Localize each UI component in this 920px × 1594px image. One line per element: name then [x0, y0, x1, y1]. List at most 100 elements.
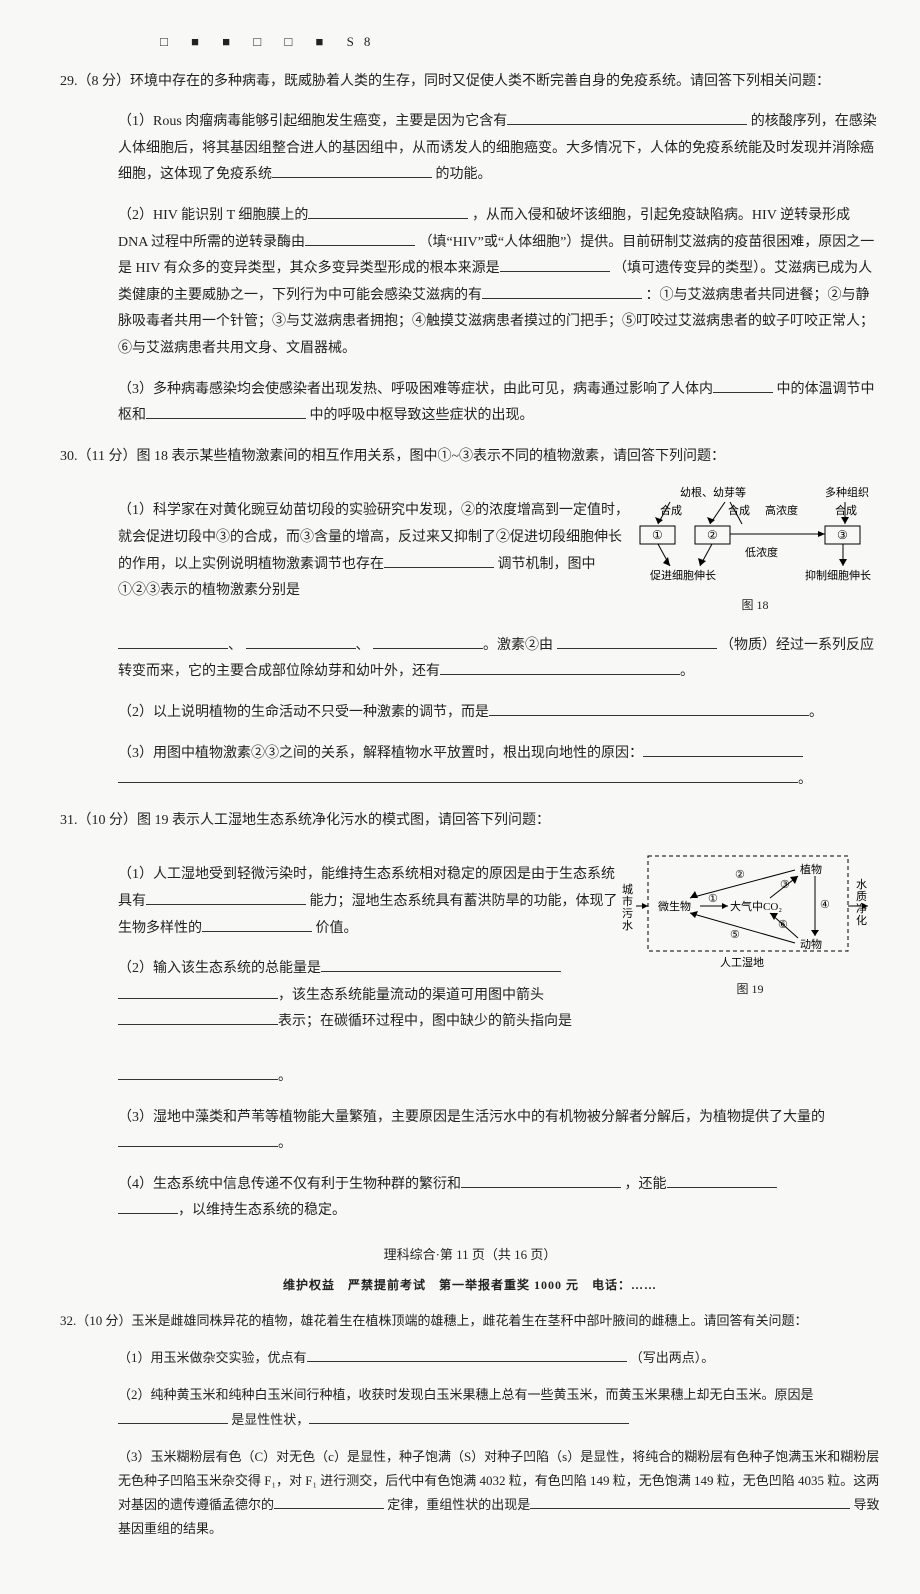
fig18-bl: 促进细胞伸长: [650, 568, 716, 582]
text: 。: [798, 772, 812, 787]
blank: [307, 1348, 627, 1362]
q32-1: （1）用玉米做杂交实验，优点有 （写出两点）。: [60, 1346, 880, 1370]
fig18-low: 低浓度: [745, 545, 778, 559]
text: 是显性性状，: [231, 1412, 309, 1427]
fig19-n5: ⑤: [730, 929, 740, 941]
blank: [321, 957, 561, 972]
q30-2: （2）以上说明植物的生命活动不只受一种激素的调节，而是 。: [60, 700, 880, 727]
blank: [118, 1132, 278, 1147]
q30-1b: 、 、 。激素②由 （物质）经过一系列反应转变而来，它的主要合成部位除幼芽和幼叶…: [60, 633, 880, 686]
fig19-n4: ④: [820, 899, 830, 911]
blank: [507, 110, 747, 125]
q29-1: （1）Rous 肉瘤病毒能够引起细胞发生癌变，主要是因为它含有 的核酸序列，在感…: [60, 109, 880, 189]
question-30: 30.（11 分）图 18 表示某些植物激素间的相互作用关系，图中①~③表示不同…: [60, 444, 880, 794]
fig18-topleft: 幼根、幼芽等: [680, 485, 746, 499]
fig19-n2: ②: [735, 869, 745, 881]
q32-3: （3）玉米糊粉层有色（C）对无色（c）是显性，种子饱满（S）对种子凹陷（s）是显…: [60, 1445, 880, 1541]
text: 表示；在碳循环过程中，图中缺少的箭头指向是: [278, 1014, 572, 1029]
text: 中的呼吸中枢导致这些症状的出现。: [310, 408, 534, 423]
text: （1）Rous 肉瘤病毒能够引起细胞发生癌变，主要是因为它含有: [118, 114, 507, 129]
text: （2）以上说明植物的生命活动不只受一种激素的调节，而是: [118, 705, 489, 720]
fig19-n3: ③: [780, 879, 790, 891]
blank: [146, 404, 306, 419]
blank: [305, 231, 415, 246]
blank: [274, 1495, 384, 1509]
text: 的功能。: [436, 167, 492, 182]
fig18-syn3: 合成: [835, 503, 857, 517]
blank: [643, 742, 803, 757]
q31-3: （3）湿地中藻类和芦苇等植物能大量繁殖，主要原因是生活污水中的有机物被分解者分解…: [60, 1105, 880, 1158]
text: （4）生态系统中信息传递不仅有利于生物种群的繁衍和: [118, 1177, 461, 1192]
fig19-co2: 大气中CO₂: [730, 899, 782, 913]
q32-head: 32.（10 分）玉米是雌雄同株异花的植物，雄花着生在植株顶端的雄穗上，雌花着生…: [60, 1309, 880, 1333]
text: （2）纯种黄玉米和纯种白玉米间行种植，收获时发现白玉米果穗上总有一些黄玉米，而黄…: [118, 1387, 814, 1402]
blank: [308, 204, 468, 219]
text: ，该生态系统能量流动的渠道可用图中箭头: [278, 988, 544, 1003]
text: 。: [809, 705, 823, 720]
q31-2: （2）输入该生态系统的总能量是 ，该生态系统能量流动的渠道可用图中箭头 表示；在…: [60, 956, 620, 1036]
blank: [440, 660, 680, 675]
q32-2: （2）纯种黄玉米和纯种白玉米间行种植，收获时发现白玉米果穗上总有一些黄玉米，而黄…: [60, 1383, 880, 1431]
blank: [118, 1199, 178, 1214]
blank: [146, 890, 306, 905]
blank: [384, 553, 494, 568]
blank: [118, 634, 228, 649]
question-32: 32.（10 分）玉米是雌雄同株异花的植物，雄花着生在植株顶端的雄穗上，雌花着生…: [60, 1309, 880, 1540]
text: 。: [680, 664, 694, 679]
fig19-micro: 微生物: [658, 899, 691, 913]
fig18-l2: ②: [707, 528, 718, 542]
q31-4: （4）生态系统中信息传递不仅有利于生物种群的繁衍和 ，还能 ，以维持生态系统的稳…: [60, 1172, 880, 1225]
fig19-caption: 图 19: [620, 978, 880, 1001]
blank: [272, 163, 432, 178]
text: 。: [278, 1069, 292, 1084]
figure-18: 幼根、幼芽等 多种组织 合成 合成 高浓度 合成 ① ② ③ 低浓度: [630, 484, 880, 617]
q29-2: （2）HIV 能识别 T 细胞膜上的 ，从而入侵和破坏该细胞，引起免疫缺陷病。H…: [60, 203, 880, 363]
fig18-high: 高浓度: [765, 503, 798, 517]
fig19-out: 水质净化: [856, 878, 867, 927]
q30-head: 30.（11 分）图 18 表示某些植物激素间的相互作用关系，图中①~③表示不同…: [60, 444, 880, 471]
copyright-note: 维护权益 严禁提前考试 第一举报者重奖 1000 元 电话：……: [60, 1274, 880, 1297]
question-31: 31.（10 分）图 19 表示人工湿地生态系统净化污水的模式图，请回答下列问题…: [60, 808, 880, 1225]
q31-head: 31.（10 分）图 19 表示人工湿地生态系统净化污水的模式图，请回答下列问题…: [60, 808, 880, 835]
blank: [713, 378, 773, 393]
text: （写出两点）。: [630, 1350, 715, 1365]
blank: [557, 634, 717, 649]
scan-markers: □ ■ ■ □ □ ■ S8: [60, 30, 880, 55]
fig18-topright: 多种组织: [825, 485, 869, 499]
text: ，还能: [625, 1177, 667, 1192]
text: 、: [228, 638, 242, 653]
fig19-plant: 植物: [800, 862, 822, 876]
text: （3）湿地中藻类和芦苇等植物能大量繁殖，主要原因是生活污水中的有机物被分解者分解…: [118, 1110, 825, 1125]
q30-1: （1）科学家在对黄化豌豆幼苗切段的实验研究中发现，②的浓度增高到一定值时，就会促…: [60, 498, 630, 604]
text: ，以维持生态系统的稳定。: [178, 1203, 346, 1218]
question-29: 29.（8 分）环境中存在的多种病毒，既威胁着人类的生存，同时又促使人类不断完善…: [60, 69, 880, 430]
text: （2）输入该生态系统的总能量是: [118, 961, 321, 976]
blank: [482, 284, 642, 299]
blank: [118, 1410, 228, 1424]
blank: [461, 1173, 621, 1188]
fig19-in: 城市污水: [622, 883, 633, 932]
blank: [118, 1065, 278, 1080]
text: 定律，重组性状的出现是: [387, 1497, 530, 1512]
blank: [202, 917, 312, 932]
blank: [373, 634, 483, 649]
blank: [118, 1010, 278, 1025]
fig18-l1: ①: [652, 528, 663, 542]
fig18-br: 抑制细胞伸长: [805, 568, 871, 582]
text: 。激素②由: [483, 638, 553, 653]
blank: [309, 1410, 629, 1424]
blank: [500, 257, 610, 272]
page-footer: 理科综合·第 11 页（共 16 页）: [60, 1243, 880, 1268]
figure-19: 城市污水 水质净化 微生物 大气中CO₂ 植物 动物 ① ② ③ ④ ⑤ ⑥: [620, 848, 880, 1001]
fig18-l3: ③: [837, 528, 848, 542]
blank: [246, 634, 356, 649]
blank: [118, 984, 278, 999]
blank: [667, 1173, 777, 1188]
fig19-n1: ①: [708, 893, 718, 905]
text: （1）用玉米做杂交实验，优点有: [118, 1350, 307, 1365]
text: （2）HIV 能识别 T 细胞膜上的: [118, 208, 308, 223]
q29-3: （3）多种病毒感染均会使感染者出现发热、呼吸困难等症状，由此可见，病毒通过影响了…: [60, 377, 880, 430]
fig19-box: 人工湿地: [720, 956, 764, 969]
fig18-caption: 图 18: [630, 594, 880, 617]
text: （3）多种病毒感染均会使感染者出现发热、呼吸困难等症状，由此可见，病毒通过影响了…: [118, 382, 713, 397]
